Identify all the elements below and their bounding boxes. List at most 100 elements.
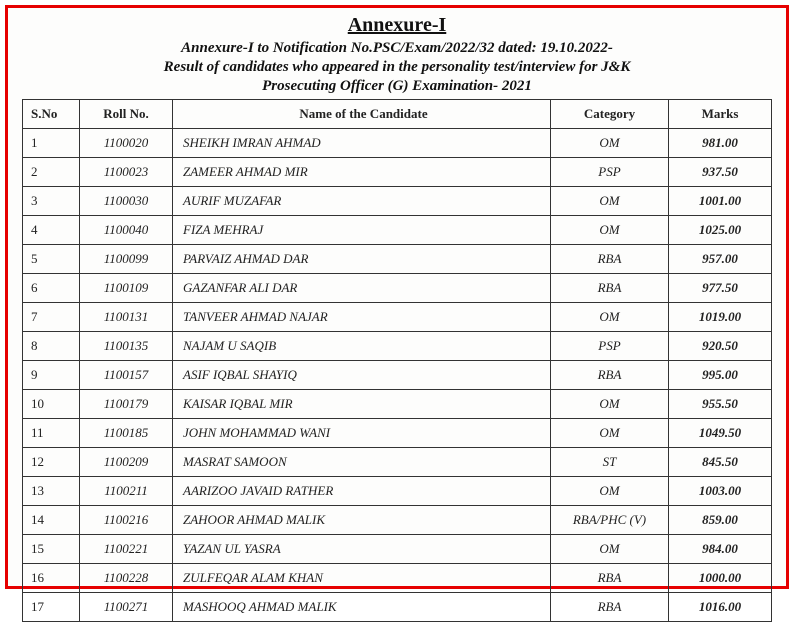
table-cell: OM: [551, 419, 669, 448]
table-cell: 1100185: [80, 419, 173, 448]
table-cell: NAJAM U SAQIB: [173, 332, 551, 361]
table-cell: GAZANFAR ALI DAR: [173, 274, 551, 303]
table-cell: TANVEER AHMAD NAJAR: [173, 303, 551, 332]
table-cell: 1100271: [80, 593, 173, 622]
table-cell: 1100135: [80, 332, 173, 361]
table-row: 101100179KAISAR IQBAL MIROM955.50: [23, 390, 772, 419]
subtitle-line-3: Prosecuting Officer (G) Examination- 202…: [262, 78, 532, 94]
table-cell: 1025.00: [669, 216, 772, 245]
table-row: 141100216ZAHOOR AHMAD MALIKRBA/PHC (V)85…: [23, 506, 772, 535]
table-cell: 1100030: [80, 187, 173, 216]
table-cell: PARVAIZ AHMAD DAR: [173, 245, 551, 274]
table-cell: OM: [551, 535, 669, 564]
annexure-title: Annexure-I: [22, 14, 772, 37]
col-header-marks: Marks: [669, 100, 772, 129]
table-row: 11100020SHEIKH IMRAN AHMADOM981.00: [23, 129, 772, 158]
table-cell: 1100023: [80, 158, 173, 187]
table-cell: 1100221: [80, 535, 173, 564]
table-cell: 11: [23, 419, 80, 448]
table-cell: 1100099: [80, 245, 173, 274]
table-cell: RBA/PHC (V): [551, 506, 669, 535]
table-cell: AARIZOO JAVAID RATHER: [173, 477, 551, 506]
table-cell: 1003.00: [669, 477, 772, 506]
table-cell: RBA: [551, 361, 669, 390]
table-cell: 8: [23, 332, 80, 361]
table-cell: 17: [23, 593, 80, 622]
table-row: 131100211AARIZOO JAVAID RATHEROM1003.00: [23, 477, 772, 506]
table-cell: 16: [23, 564, 80, 593]
subtitle-line-1: Annexure-I to Notification No.PSC/Exam/2…: [181, 40, 613, 56]
table-cell: 981.00: [669, 129, 772, 158]
table-cell: 984.00: [669, 535, 772, 564]
table-cell: RBA: [551, 593, 669, 622]
table-cell: 1100228: [80, 564, 173, 593]
table-row: 41100040FIZA MEHRAJOM1025.00: [23, 216, 772, 245]
col-header-cat: Category: [551, 100, 669, 129]
table-cell: 1049.50: [669, 419, 772, 448]
table-cell: ZULFEQAR ALAM KHAN: [173, 564, 551, 593]
table-row: 21100023ZAMEER AHMAD MIRPSP937.50: [23, 158, 772, 187]
table-cell: 9: [23, 361, 80, 390]
table-row: 51100099PARVAIZ AHMAD DARRBA957.00: [23, 245, 772, 274]
table-cell: 1100216: [80, 506, 173, 535]
table-cell: 1100131: [80, 303, 173, 332]
table-cell: MASHOOQ AHMAD MALIK: [173, 593, 551, 622]
table-cell: 4: [23, 216, 80, 245]
table-cell: OM: [551, 187, 669, 216]
table-row: 71100131TANVEER AHMAD NAJAROM1019.00: [23, 303, 772, 332]
table-cell: AURIF MUZAFAR: [173, 187, 551, 216]
table-cell: OM: [551, 477, 669, 506]
table-cell: YAZAN UL YASRA: [173, 535, 551, 564]
table-cell: 7: [23, 303, 80, 332]
table-cell: PSP: [551, 332, 669, 361]
table-cell: 1: [23, 129, 80, 158]
col-header-sno: S.No: [23, 100, 80, 129]
table-cell: 6: [23, 274, 80, 303]
table-cell: 2: [23, 158, 80, 187]
table-cell: 14: [23, 506, 80, 535]
table-row: 161100228ZULFEQAR ALAM KHANRBA1000.00: [23, 564, 772, 593]
table-cell: 15: [23, 535, 80, 564]
table-row: 31100030AURIF MUZAFAROM1001.00: [23, 187, 772, 216]
table-cell: 5: [23, 245, 80, 274]
table-cell: ASIF IQBAL SHAYIQ: [173, 361, 551, 390]
table-body: 11100020SHEIKH IMRAN AHMADOM981.00211000…: [23, 129, 772, 622]
table-cell: 845.50: [669, 448, 772, 477]
results-table: S.No Roll No. Name of the Candidate Cate…: [22, 99, 772, 622]
table-cell: 977.50: [669, 274, 772, 303]
table-cell: RBA: [551, 245, 669, 274]
table-row: 81100135NAJAM U SAQIBPSP920.50: [23, 332, 772, 361]
table-cell: 955.50: [669, 390, 772, 419]
table-row: 121100209MASRAT SAMOONST845.50: [23, 448, 772, 477]
table-cell: ZAHOOR AHMAD MALIK: [173, 506, 551, 535]
table-cell: 12: [23, 448, 80, 477]
table-cell: ZAMEER AHMAD MIR: [173, 158, 551, 187]
table-cell: FIZA MEHRAJ: [173, 216, 551, 245]
table-cell: OM: [551, 390, 669, 419]
table-cell: 1100209: [80, 448, 173, 477]
table-cell: 1100040: [80, 216, 173, 245]
col-header-roll: Roll No.: [80, 100, 173, 129]
table-cell: MASRAT SAMOON: [173, 448, 551, 477]
table-cell: 957.00: [669, 245, 772, 274]
table-row: 91100157ASIF IQBAL SHAYIQRBA995.00: [23, 361, 772, 390]
table-row: 61100109GAZANFAR ALI DARRBA977.50: [23, 274, 772, 303]
table-cell: 1100179: [80, 390, 173, 419]
document-frame: Annexure-I Annexure-I to Notification No…: [5, 5, 789, 589]
table-cell: RBA: [551, 274, 669, 303]
table-cell: KAISAR IQBAL MIR: [173, 390, 551, 419]
table-cell: 1100020: [80, 129, 173, 158]
table-cell: PSP: [551, 158, 669, 187]
table-cell: 995.00: [669, 361, 772, 390]
subtitle-line-2: Result of candidates who appeared in the…: [164, 59, 631, 75]
table-row: 151100221YAZAN UL YASRAOM984.00: [23, 535, 772, 564]
table-cell: ST: [551, 448, 669, 477]
table-cell: 1100109: [80, 274, 173, 303]
annexure-subtitle: Annexure-I to Notification No.PSC/Exam/2…: [22, 39, 772, 95]
table-header-row: S.No Roll No. Name of the Candidate Cate…: [23, 100, 772, 129]
table-cell: 937.50: [669, 158, 772, 187]
table-cell: 1019.00: [669, 303, 772, 332]
table-cell: 3: [23, 187, 80, 216]
table-cell: 1100211: [80, 477, 173, 506]
table-cell: 1016.00: [669, 593, 772, 622]
